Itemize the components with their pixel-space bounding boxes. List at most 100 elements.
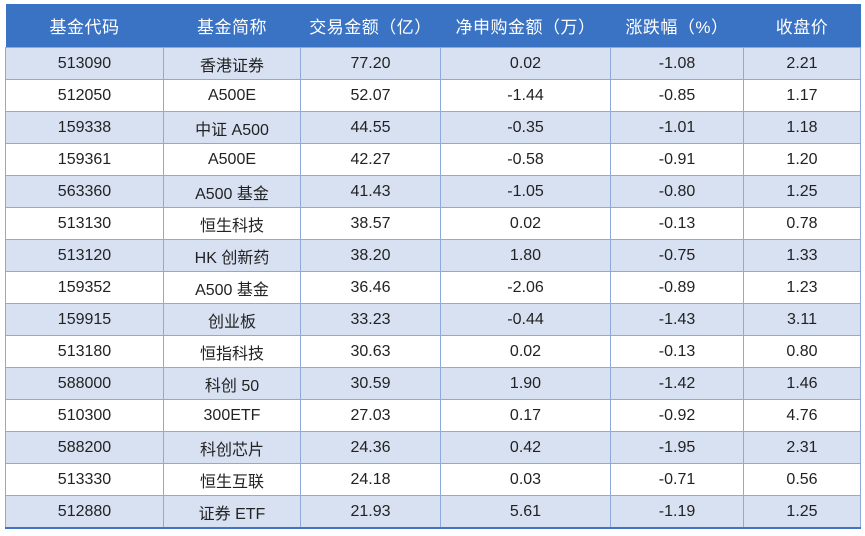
cell-net: 5.61	[440, 495, 611, 529]
cell-name: 恒生科技	[163, 207, 301, 240]
cell-net: 0.03	[440, 463, 611, 496]
cell-change: -1.43	[610, 303, 744, 336]
cell-turnover: 77.20	[300, 47, 441, 80]
cell-turnover: 30.59	[300, 367, 441, 400]
cell-close: 1.46	[743, 367, 861, 400]
cell-close: 3.11	[743, 303, 861, 336]
table-row: 159361 A500E 42.27 -0.58 -0.91 1.20	[5, 143, 861, 176]
cell-close: 2.21	[743, 47, 861, 80]
cell-turnover: 36.46	[300, 271, 441, 304]
cell-change: -0.91	[610, 143, 744, 176]
cell-name: A500E	[163, 143, 301, 176]
cell-code: 512050	[5, 79, 164, 112]
cell-name: 香港证券	[163, 47, 301, 80]
table-body: 513090 香港证券 77.20 0.02 -1.08 2.21 512050 A500E 5…	[5, 47, 861, 529]
cell-name: 创业板	[163, 303, 301, 336]
fund-table-container: 基金代码 基金简称 交易金额（亿） 净申购金额（万） 涨跌幅（%） 收盘价 51…	[5, 4, 861, 529]
table-row: 512880 证券 ETF 21.93 5.61 -1.19 1.25	[5, 495, 861, 529]
cell-change: -1.01	[610, 111, 744, 144]
cell-net: 1.90	[440, 367, 611, 400]
cell-change: -0.71	[610, 463, 744, 496]
cell-turnover: 38.57	[300, 207, 441, 240]
cell-change: -0.13	[610, 335, 744, 368]
table-header: 基金代码 基金简称 交易金额（亿） 净申购金额（万） 涨跌幅（%） 收盘价	[5, 4, 861, 48]
cell-change: -1.19	[610, 495, 744, 529]
cell-code: 510300	[5, 399, 164, 432]
cell-net: 0.02	[440, 335, 611, 368]
table-row: 588000 科创 50 30.59 1.90 -1.42 1.46	[5, 367, 861, 400]
cell-turnover: 27.03	[300, 399, 441, 432]
cell-code: 159915	[5, 303, 164, 336]
cell-turnover: 41.43	[300, 175, 441, 208]
cell-change: -0.13	[610, 207, 744, 240]
table-row: 513130 恒生科技 38.57 0.02 -0.13 0.78	[5, 207, 861, 240]
table-row: 513330 恒生互联 24.18 0.03 -0.71 0.56	[5, 463, 861, 496]
cell-net: -1.05	[440, 175, 611, 208]
cell-net: 1.80	[440, 239, 611, 272]
column-header-turnover: 交易金额（亿）	[300, 4, 441, 48]
cell-name: A500 基金	[163, 175, 301, 208]
table-row: 513120 HK 创新药 38.20 1.80 -0.75 1.33	[5, 239, 861, 272]
column-header-name: 基金简称	[163, 4, 301, 48]
cell-name: 科创芯片	[163, 431, 301, 464]
cell-code: 513120	[5, 239, 164, 272]
table-row: 159915 创业板 33.23 -0.44 -1.43 3.11	[5, 303, 861, 336]
cell-name: 恒指科技	[163, 335, 301, 368]
cell-change: -0.80	[610, 175, 744, 208]
cell-close: 1.25	[743, 175, 861, 208]
cell-name: 300ETF	[163, 399, 301, 432]
cell-net: 0.02	[440, 47, 611, 80]
cell-close: 1.17	[743, 79, 861, 112]
cell-change: -0.85	[610, 79, 744, 112]
cell-code: 159361	[5, 143, 164, 176]
cell-close: 1.33	[743, 239, 861, 272]
table-row: 588200 科创芯片 24.36 0.42 -1.95 2.31	[5, 431, 861, 464]
cell-turnover: 33.23	[300, 303, 441, 336]
cell-net: -1.44	[440, 79, 611, 112]
column-header-code: 基金代码	[5, 4, 164, 48]
cell-name: 科创 50	[163, 367, 301, 400]
cell-turnover: 52.07	[300, 79, 441, 112]
cell-close: 0.78	[743, 207, 861, 240]
cell-name: 中证 A500	[163, 111, 301, 144]
cell-net: -0.44	[440, 303, 611, 336]
column-header-net: 净申购金额（万）	[440, 4, 611, 48]
cell-turnover: 30.63	[300, 335, 441, 368]
cell-code: 563360	[5, 175, 164, 208]
cell-net: 0.42	[440, 431, 611, 464]
cell-close: 1.23	[743, 271, 861, 304]
cell-code: 513180	[5, 335, 164, 368]
cell-net: -2.06	[440, 271, 611, 304]
table-row: 512050 A500E 52.07 -1.44 -0.85 1.17	[5, 79, 861, 112]
cell-code: 513130	[5, 207, 164, 240]
fund-table: 基金代码 基金简称 交易金额（亿） 净申购金额（万） 涨跌幅（%） 收盘价 51…	[5, 4, 861, 529]
cell-name: A500E	[163, 79, 301, 112]
cell-close: 4.76	[743, 399, 861, 432]
cell-turnover: 44.55	[300, 111, 441, 144]
cell-code: 512880	[5, 495, 164, 529]
cell-close: 0.56	[743, 463, 861, 496]
cell-code: 588000	[5, 367, 164, 400]
table-row: 510300 300ETF 27.03 0.17 -0.92 4.76	[5, 399, 861, 432]
table-row: 159352 A500 基金 36.46 -2.06 -0.89 1.23	[5, 271, 861, 304]
cell-close: 0.80	[743, 335, 861, 368]
cell-code: 513330	[5, 463, 164, 496]
cell-change: -1.95	[610, 431, 744, 464]
cell-code: 159338	[5, 111, 164, 144]
cell-code: 159352	[5, 271, 164, 304]
table-row: 513090 香港证券 77.20 0.02 -1.08 2.21	[5, 47, 861, 80]
cell-turnover: 21.93	[300, 495, 441, 529]
cell-code: 513090	[5, 47, 164, 80]
table-row: 563360 A500 基金 41.43 -1.05 -0.80 1.25	[5, 175, 861, 208]
cell-net: -0.35	[440, 111, 611, 144]
cell-turnover: 38.20	[300, 239, 441, 272]
cell-turnover: 24.18	[300, 463, 441, 496]
cell-net: -0.58	[440, 143, 611, 176]
header-row: 基金代码 基金简称 交易金额（亿） 净申购金额（万） 涨跌幅（%） 收盘价	[5, 4, 861, 48]
cell-name: A500 基金	[163, 271, 301, 304]
cell-close: 1.20	[743, 143, 861, 176]
cell-change: -0.75	[610, 239, 744, 272]
cell-close: 1.25	[743, 495, 861, 529]
cell-change: -0.92	[610, 399, 744, 432]
cell-code: 588200	[5, 431, 164, 464]
